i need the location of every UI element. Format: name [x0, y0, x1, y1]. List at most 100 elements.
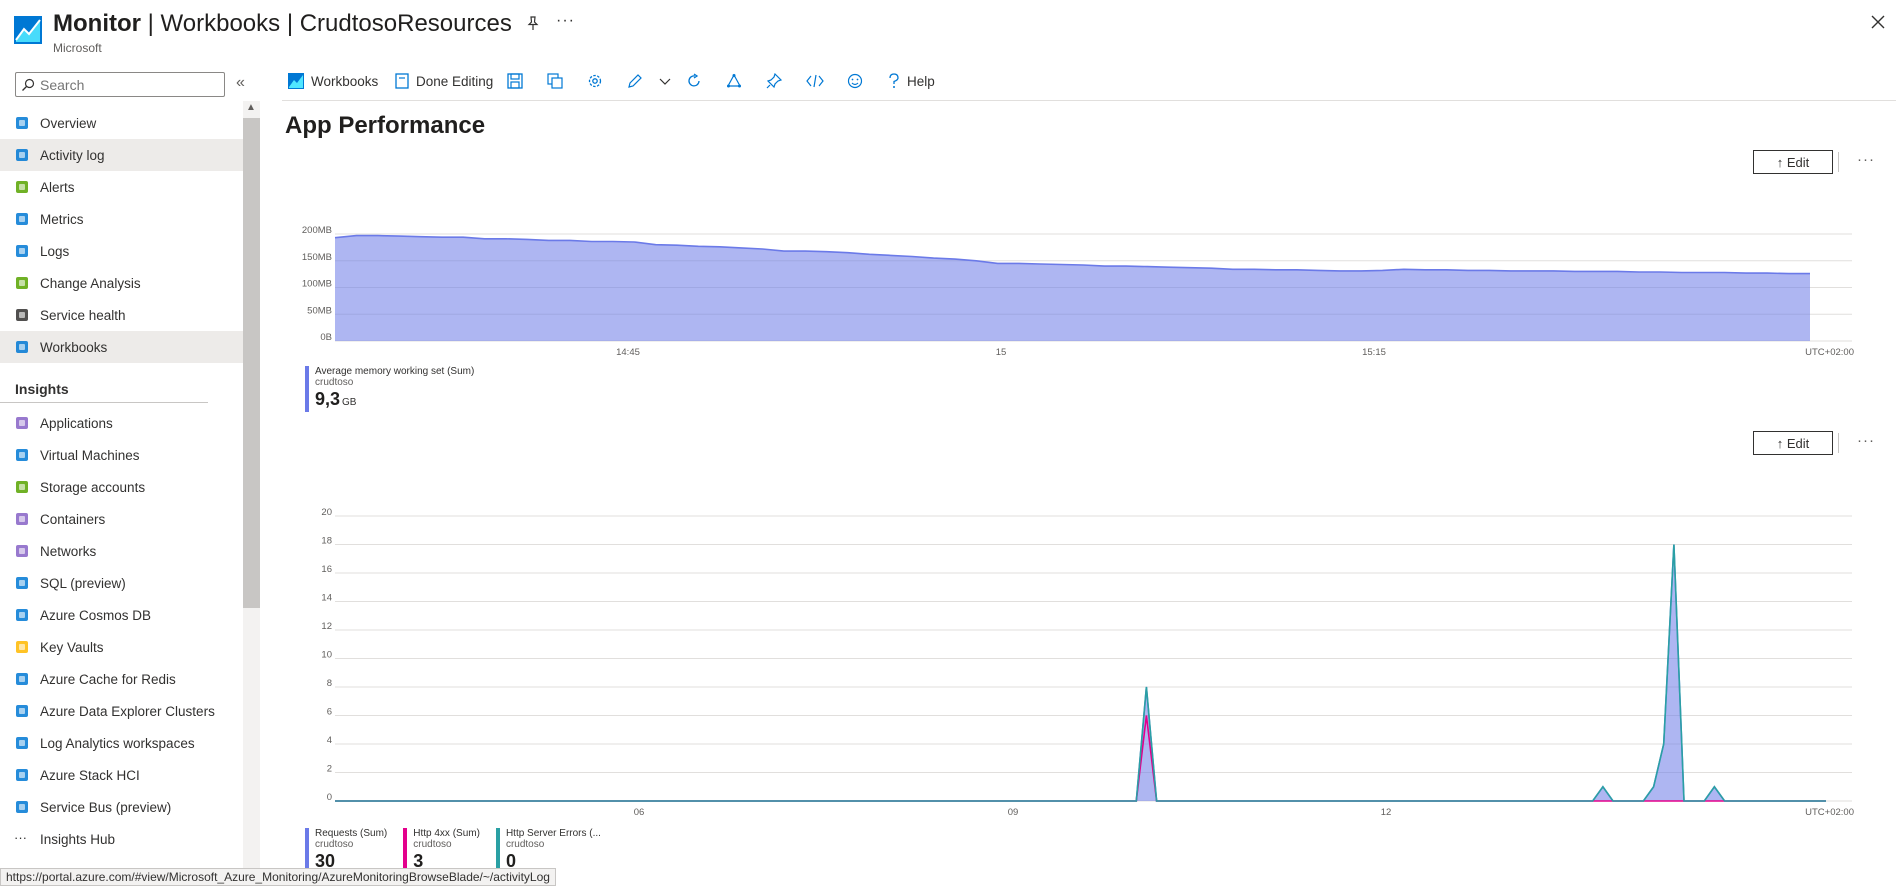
legend-item[interactable]: Http Server Errors (... crudtoso 0 — [495, 828, 601, 874]
save-as-button[interactable] — [547, 73, 570, 89]
y-tick-label: 0 — [327, 792, 332, 803]
sidebar-item-label: Azure Cache for Redis — [40, 671, 176, 687]
scroll-up-icon[interactable]: ▲ — [246, 102, 256, 113]
legend-color-bar — [495, 828, 500, 874]
chevron-down-icon — [659, 78, 671, 85]
series-line — [335, 544, 1826, 802]
x-tick-label: 14:45 — [616, 347, 640, 358]
sidebar-item-activity-log[interactable]: Activity log — [0, 139, 243, 171]
sidebar-item-key-vaults[interactable]: Key Vaults — [0, 631, 243, 663]
legend-resource: crudtoso — [315, 377, 354, 388]
series-line — [335, 544, 1826, 802]
save-as-icon — [547, 73, 563, 89]
legend-value-number: 0 — [505, 851, 516, 871]
scrollbar-thumb[interactable] — [243, 118, 260, 608]
workbooks-button[interactable]: Workbooks — [288, 73, 378, 89]
sidebar-item-log-analytics[interactable]: Log Analytics workspaces — [0, 727, 243, 759]
sidebar-item-label: Service Bus (preview) — [40, 799, 172, 815]
edit-chart-1-button[interactable]: ↑ Edit — [1753, 150, 1833, 174]
sidebar-item-label: Storage accounts — [40, 479, 146, 495]
help-icon — [889, 73, 899, 88]
code-button[interactable] — [806, 73, 831, 89]
sidebar-item-label: Overview — [40, 115, 97, 131]
sidebar-item-redis[interactable]: Azure Cache for Redis — [0, 663, 243, 695]
close-icon[interactable] — [1868, 12, 1888, 32]
chart-2-more-icon[interactable]: ··· — [1857, 432, 1875, 449]
save-button[interactable] — [507, 73, 530, 89]
timezone-label: UTC+02:00 — [1805, 347, 1854, 358]
share-icon — [726, 73, 742, 88]
refresh-button[interactable] — [686, 73, 709, 89]
edit-chart-2-button[interactable]: ↑ Edit — [1753, 431, 1833, 455]
sidebar-item-cosmos-db[interactable]: Azure Cosmos DB — [0, 599, 243, 631]
metrics-icon — [14, 211, 30, 227]
sidebar-item-sql[interactable]: SQL (preview) — [0, 567, 243, 599]
sidebar-item-label: Logs — [40, 243, 70, 259]
help-button[interactable]: Help — [888, 73, 935, 89]
share-button[interactable] — [726, 73, 749, 89]
refresh-icon — [688, 73, 700, 87]
sidebar-item-change-analysis[interactable]: Change Analysis — [0, 267, 243, 299]
edit-dropdown[interactable] — [659, 73, 678, 89]
log-analytics-icon — [14, 735, 30, 751]
sidebar-item-data-explorer[interactable]: Azure Data Explorer Clusters — [0, 695, 243, 727]
sidebar-item-workbooks[interactable]: Workbooks — [0, 331, 243, 363]
pin-icon[interactable] — [524, 15, 542, 33]
sidebar-item-applications[interactable]: Applications — [0, 407, 243, 439]
y-tick-label: 150MB — [302, 252, 332, 263]
chart-1-more-icon[interactable]: ··· — [1857, 151, 1875, 168]
sidebar-item-label: Networks — [40, 543, 97, 559]
workbook-title: App Performance — [285, 112, 486, 139]
sidebar-item-label: Key Vaults — [40, 639, 104, 655]
y-tick-label: 100MB — [302, 279, 332, 290]
more-icon: ··· — [14, 830, 27, 845]
sidebar-item-label: Azure Stack HCI — [40, 767, 140, 783]
y-tick-label: 14 — [321, 593, 332, 604]
feedback-button[interactable] — [847, 73, 870, 89]
sidebar-item-label: Insights Hub — [40, 831, 116, 847]
sidebar-item-networks[interactable]: Networks — [0, 535, 243, 567]
legend-item[interactable]: Average memory working set (Sum) crudtoso… — [305, 366, 474, 414]
y-tick-label: 2 — [327, 764, 332, 775]
overview-icon — [14, 115, 30, 131]
edit-button[interactable] — [627, 73, 650, 89]
save-icon — [507, 73, 523, 89]
sidebar-item-containers[interactable]: Containers — [0, 503, 243, 535]
data-explorer-icon — [14, 703, 30, 719]
sidebar-item-metrics[interactable]: Metrics — [0, 203, 243, 235]
pin-button[interactable] — [766, 73, 789, 89]
status-bar-url: https://portal.azure.com/#view/Microsoft… — [0, 868, 556, 886]
y-tick-label: 10 — [321, 650, 332, 661]
collapse-sidebar-icon[interactable]: « — [236, 74, 245, 91]
legend-series-name: Average memory working set (Sum) — [315, 366, 475, 377]
sidebar-item-service-health[interactable]: Service health — [0, 299, 243, 331]
sidebar-item-more[interactable]: ··· Insights Hub — [0, 823, 243, 855]
legend-item[interactable]: Http 4xx (Sum) crudtoso 3 — [403, 828, 480, 874]
settings-button[interactable] — [587, 73, 610, 89]
sidebar-scrollbar[interactable]: ▲ — [243, 101, 260, 886]
done-editing-button[interactable]: Done Editing — [395, 73, 493, 89]
series-area — [335, 544, 1826, 801]
legend-color-bar — [403, 828, 408, 874]
sidebar-item-logs[interactable]: Logs — [0, 235, 243, 267]
legend-value-unit: GB — [342, 397, 357, 408]
legend-value-number: 30 — [315, 851, 336, 871]
legend-value-number: 9,3 — [315, 389, 341, 409]
sidebar-item-storage-accounts[interactable]: Storage accounts — [0, 471, 243, 503]
legend-item[interactable]: Requests (Sum) crudtoso 30 — [305, 828, 388, 874]
sidebar-item-stack-hci[interactable]: Azure Stack HCI — [0, 759, 243, 791]
sidebar-item-overview[interactable]: Overview — [0, 107, 243, 139]
sidebar-item-label: SQL (preview) — [40, 575, 126, 591]
sidebar-item-label: Alerts — [40, 179, 75, 195]
more-options-icon[interactable]: ··· — [556, 12, 575, 29]
sidebar-item-alerts[interactable]: Alerts — [0, 171, 243, 203]
virtual-machines-icon — [14, 447, 30, 463]
sidebar-item-service-bus[interactable]: Service Bus (preview) — [0, 791, 243, 823]
legend-series-name: Requests (Sum) — [315, 828, 388, 839]
search-box[interactable] — [15, 72, 225, 97]
search-input[interactable] — [40, 76, 220, 94]
help-label: Help — [907, 73, 935, 89]
sidebar-nav: Overview Activity log Alerts Metrics Logs Cha… — [0, 107, 243, 855]
sidebar-item-virtual-machines[interactable]: Virtual Machines — [0, 439, 243, 471]
containers-icon — [14, 511, 30, 527]
